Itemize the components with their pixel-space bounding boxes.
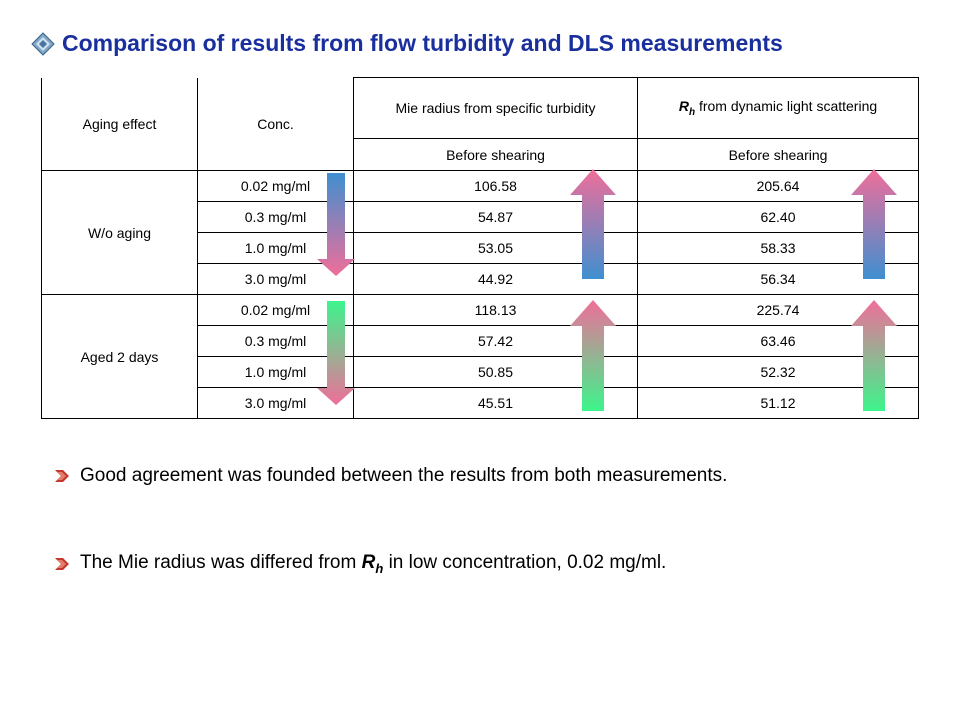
rh-cell: 56.34: [637, 263, 919, 295]
rh-cell: 58.33: [637, 232, 919, 264]
table-row: W/o aging 0.02 mg/ml 106.58 205.64: [41, 170, 919, 295]
rh-cell: 62.40: [637, 201, 919, 233]
rh-cell: 63.46: [637, 325, 919, 357]
slide-title: Comparison of results from flow turbidit…: [30, 30, 783, 57]
mie-cell: 118.13: [353, 294, 638, 326]
rh-cell: 51.12: [637, 387, 919, 419]
header-aging-effect: Aging effect: [41, 77, 198, 171]
bullet-item: Good agreement was founded between the r…: [52, 465, 727, 487]
results-table: Aging effect Conc. Mie radius from speci…: [41, 77, 919, 419]
mie-cell: 44.92: [353, 263, 638, 295]
header-before-shearing-rh: Before shearing: [637, 138, 919, 171]
conc-cell: 0.3 mg/ml: [197, 325, 354, 357]
bullet-text: The Mie radius was differed from Rh in l…: [80, 552, 667, 576]
mie-cell: 57.42: [353, 325, 638, 357]
mie-cell: 45.51: [353, 387, 638, 419]
conc-cell: 1.0 mg/ml: [197, 356, 354, 388]
rh-cell: 205.64: [637, 170, 919, 202]
mie-cell: 53.05: [353, 232, 638, 264]
conc-cell: 0.3 mg/ml: [197, 201, 354, 233]
conc-cell: 3.0 mg/ml: [197, 387, 354, 419]
header-before-shearing-mie: Before shearing: [353, 138, 638, 171]
group-label: W/o aging: [41, 170, 198, 295]
group-label: Aged 2 days: [41, 294, 198, 419]
rh-cell: 225.74: [637, 294, 919, 326]
rh-cell: 52.32: [637, 356, 919, 388]
table-row: Aged 2 days 0.02 mg/ml 118.13 225.74: [41, 294, 919, 419]
bullet-text: Good agreement was founded between the r…: [80, 465, 728, 486]
conc-cell: 0.02 mg/ml: [197, 170, 354, 202]
conc-cell: 1.0 mg/ml: [197, 232, 354, 264]
bullet-item: The Mie radius was differed from Rh in l…: [52, 552, 666, 576]
results-table-wrap: Aging effect Conc. Mie radius from speci…: [41, 77, 919, 423]
mie-cell: 54.87: [353, 201, 638, 233]
rh-symbol: Rh: [678, 98, 696, 118]
mie-cell: 50.85: [353, 356, 638, 388]
conc-cell: 0.02 mg/ml: [197, 294, 354, 326]
red-arrow-bullet-icon: [55, 470, 69, 482]
mie-cell: 106.58: [353, 170, 638, 202]
title-text: Comparison of results from flow turbidit…: [62, 30, 783, 56]
red-arrow-bullet-icon: [55, 557, 69, 570]
header-rh: Rh from dynamic light scattering: [637, 77, 919, 139]
conc-cell: 3.0 mg/ml: [197, 263, 354, 295]
header-conc: Conc.: [197, 77, 354, 171]
diamond-bullet-icon: [31, 31, 55, 56]
header-mie: Mie radius from specific turbidity: [353, 77, 638, 139]
